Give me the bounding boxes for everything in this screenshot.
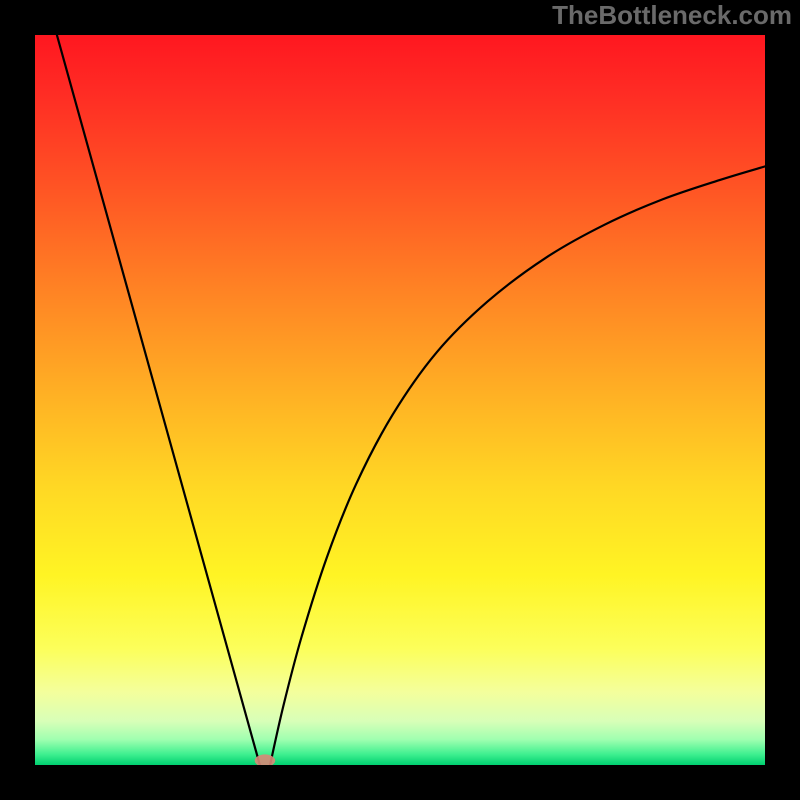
bottleneck-chart — [35, 35, 765, 765]
gradient-background — [35, 35, 765, 765]
chart-container: TheBottleneck.com — [0, 0, 800, 800]
watermark-text: TheBottleneck.com — [552, 0, 792, 31]
plot-area — [35, 35, 765, 765]
